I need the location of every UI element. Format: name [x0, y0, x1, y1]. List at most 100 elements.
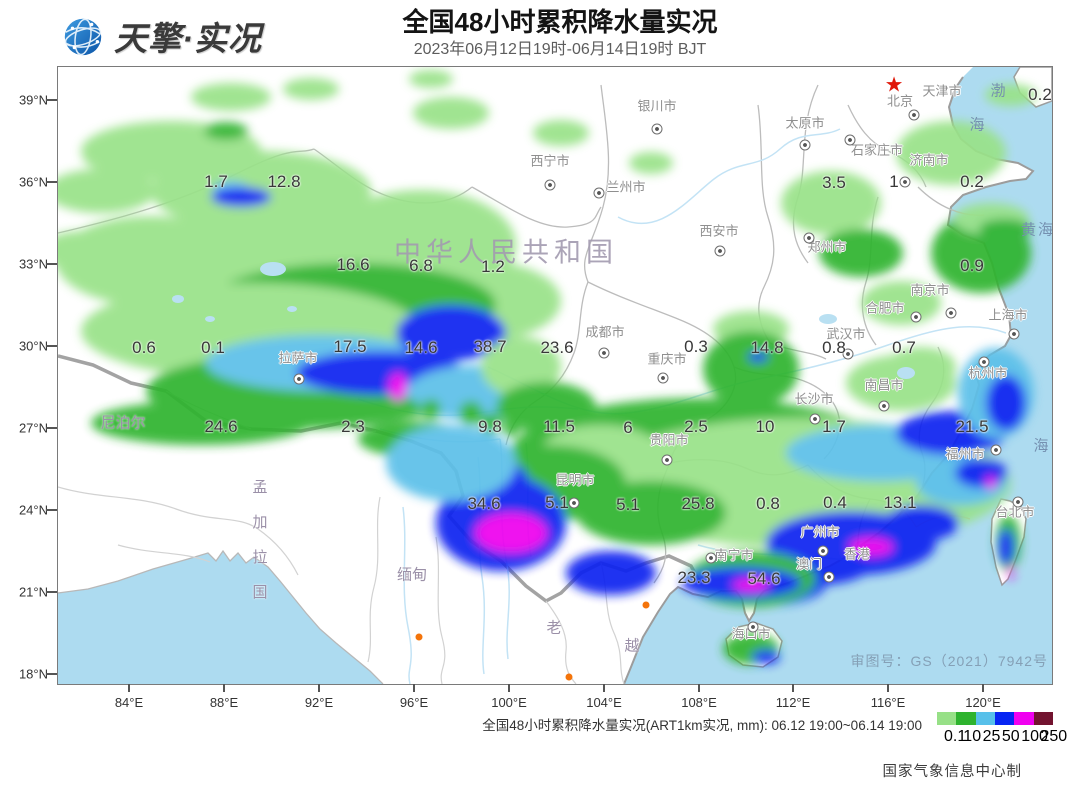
city-marker: [842, 348, 854, 360]
city-marker: [593, 187, 605, 199]
lat-tick: [46, 181, 57, 183]
globe-logo-icon: [64, 18, 102, 56]
title-block: 全国48小时累积降水量实况 2023年06月12日19时-06月14日19时 B…: [300, 5, 820, 61]
lat-axis-label: 27°N: [18, 420, 48, 436]
city-marker: [910, 311, 922, 323]
precip-value: 0.7: [892, 338, 916, 357]
precip-value: 0.9: [960, 256, 984, 275]
precip-value: 0.4: [823, 493, 847, 512]
city-label: 南京市: [910, 282, 950, 298]
lat-tick: [46, 509, 57, 511]
lon-axis-label: 112°E: [775, 695, 811, 710]
city-label: 香港: [843, 546, 871, 562]
map-annotations: 中华人民共和国 审图号：GS（2021）7942号 银川市 太原市 天津市 石家庄市济…: [58, 67, 1052, 684]
legend-swatch: [975, 712, 995, 725]
city-marker: [651, 123, 663, 135]
country-watermark: 中华人民共和国: [394, 237, 618, 268]
capital-star-icon: ★: [884, 73, 904, 97]
app-logo: 天擎·实况: [60, 12, 262, 60]
city-label: 上海市: [988, 307, 1028, 323]
legend-label: 全国48小时累积降水量实况(ART1km实况, mm): 06.12 19:00…: [482, 718, 922, 733]
precip-value: 9.8: [478, 417, 502, 436]
city-marker: [1008, 328, 1020, 340]
precip-value: 1: [889, 172, 899, 191]
precip-value: 2.5: [684, 417, 708, 436]
city-label: 西宁市: [530, 153, 570, 169]
city-label: 海口市: [731, 626, 771, 642]
precip-value: 14.6: [404, 338, 438, 357]
precip-value: 0.8: [822, 338, 846, 357]
map-canvas[interactable]: .lg{fill:#99e288}.g{fill:#2fb42f}.lb{fil…: [57, 66, 1053, 685]
lon-axis-label: 92°E: [304, 695, 334, 710]
lon-axis-label: 100°E: [491, 695, 527, 710]
city-marker: [908, 109, 920, 121]
lat-axis-label: 36°N: [18, 174, 48, 190]
lat-axis-label: 24°N: [18, 502, 48, 518]
lat-tick: [46, 345, 57, 347]
precip-value: 6: [623, 418, 633, 437]
city-label: 重庆市: [647, 351, 687, 367]
lon-tick: [223, 684, 225, 692]
city-label: 太原市: [785, 115, 825, 131]
legend-swatch: [956, 712, 976, 725]
city-marker: [844, 134, 856, 146]
legend-tick-label: 10: [963, 728, 982, 745]
precip-value: 21.5: [955, 417, 989, 436]
city-marker: [809, 413, 821, 425]
precip-value: 23.3: [677, 568, 711, 587]
precip-value: 38.7: [473, 337, 507, 356]
city-label: 济南市: [909, 152, 949, 168]
region-label: 尼泊尔: [100, 414, 146, 432]
precip-value: 1.7: [822, 417, 846, 436]
lat-tick: [46, 427, 57, 429]
lon-tick: [792, 684, 794, 692]
legend-colorbar: [937, 712, 1053, 725]
precip-value: 14.8: [750, 338, 784, 357]
survey-number-label: 审图号：GS（2021）7942号: [850, 653, 1048, 669]
city-marker: [817, 545, 829, 557]
legend-tick-label: 100: [1021, 728, 1048, 745]
precip-value: 24.6: [204, 417, 238, 436]
lon-tick: [698, 684, 700, 692]
city-marker: [544, 179, 556, 191]
precip-value: 0.3: [684, 337, 708, 356]
city-marker: [803, 232, 815, 244]
city-label: 长沙市: [794, 391, 834, 407]
lon-tick: [982, 684, 984, 692]
producer-credit: 国家气象信息中心制: [882, 764, 1022, 780]
legend-swatch: [1033, 712, 1053, 725]
city-label: 郑州市: [807, 239, 847, 255]
precip-value: 34.6: [467, 494, 501, 513]
city-label: 台北市: [995, 504, 1035, 520]
legend-swatch: [1014, 712, 1034, 725]
city-marker: [990, 444, 1002, 456]
legend-swatch: [994, 712, 1015, 725]
region-label: 孟加拉国: [250, 479, 268, 619]
city-marker: [1012, 496, 1024, 508]
station-dot: [642, 601, 650, 609]
precip-value: 54.6: [747, 569, 781, 588]
precip-value: 0.6: [132, 338, 156, 357]
city-label: 兰州市: [606, 179, 646, 195]
sea-label: 海: [969, 116, 987, 134]
precip-value: 17.5: [333, 337, 367, 356]
city-marker: [661, 454, 673, 466]
precip-value: 25.8: [681, 494, 715, 513]
lat-tick: [46, 263, 57, 265]
precip-value: 11.5: [543, 417, 575, 436]
city-label: 杭州市: [968, 365, 1008, 381]
precip-value: 0.8: [756, 494, 780, 513]
legend-tick-label: 0.1: [944, 728, 967, 745]
sea-label: 海: [1033, 437, 1051, 455]
lon-axis-label: 88°E: [209, 695, 239, 710]
city-label: 贵阳市: [649, 432, 689, 448]
lon-axis-label: 120°E: [965, 695, 1001, 710]
city-label: 广州市: [800, 524, 840, 540]
city-marker: [747, 621, 759, 633]
city-label: 天津市: [922, 83, 962, 99]
logo-text: 天擎·实况: [114, 20, 262, 57]
precip-value: 3.5: [822, 173, 846, 192]
precip-value: 10: [755, 417, 775, 436]
legend-swatch: [937, 712, 957, 725]
